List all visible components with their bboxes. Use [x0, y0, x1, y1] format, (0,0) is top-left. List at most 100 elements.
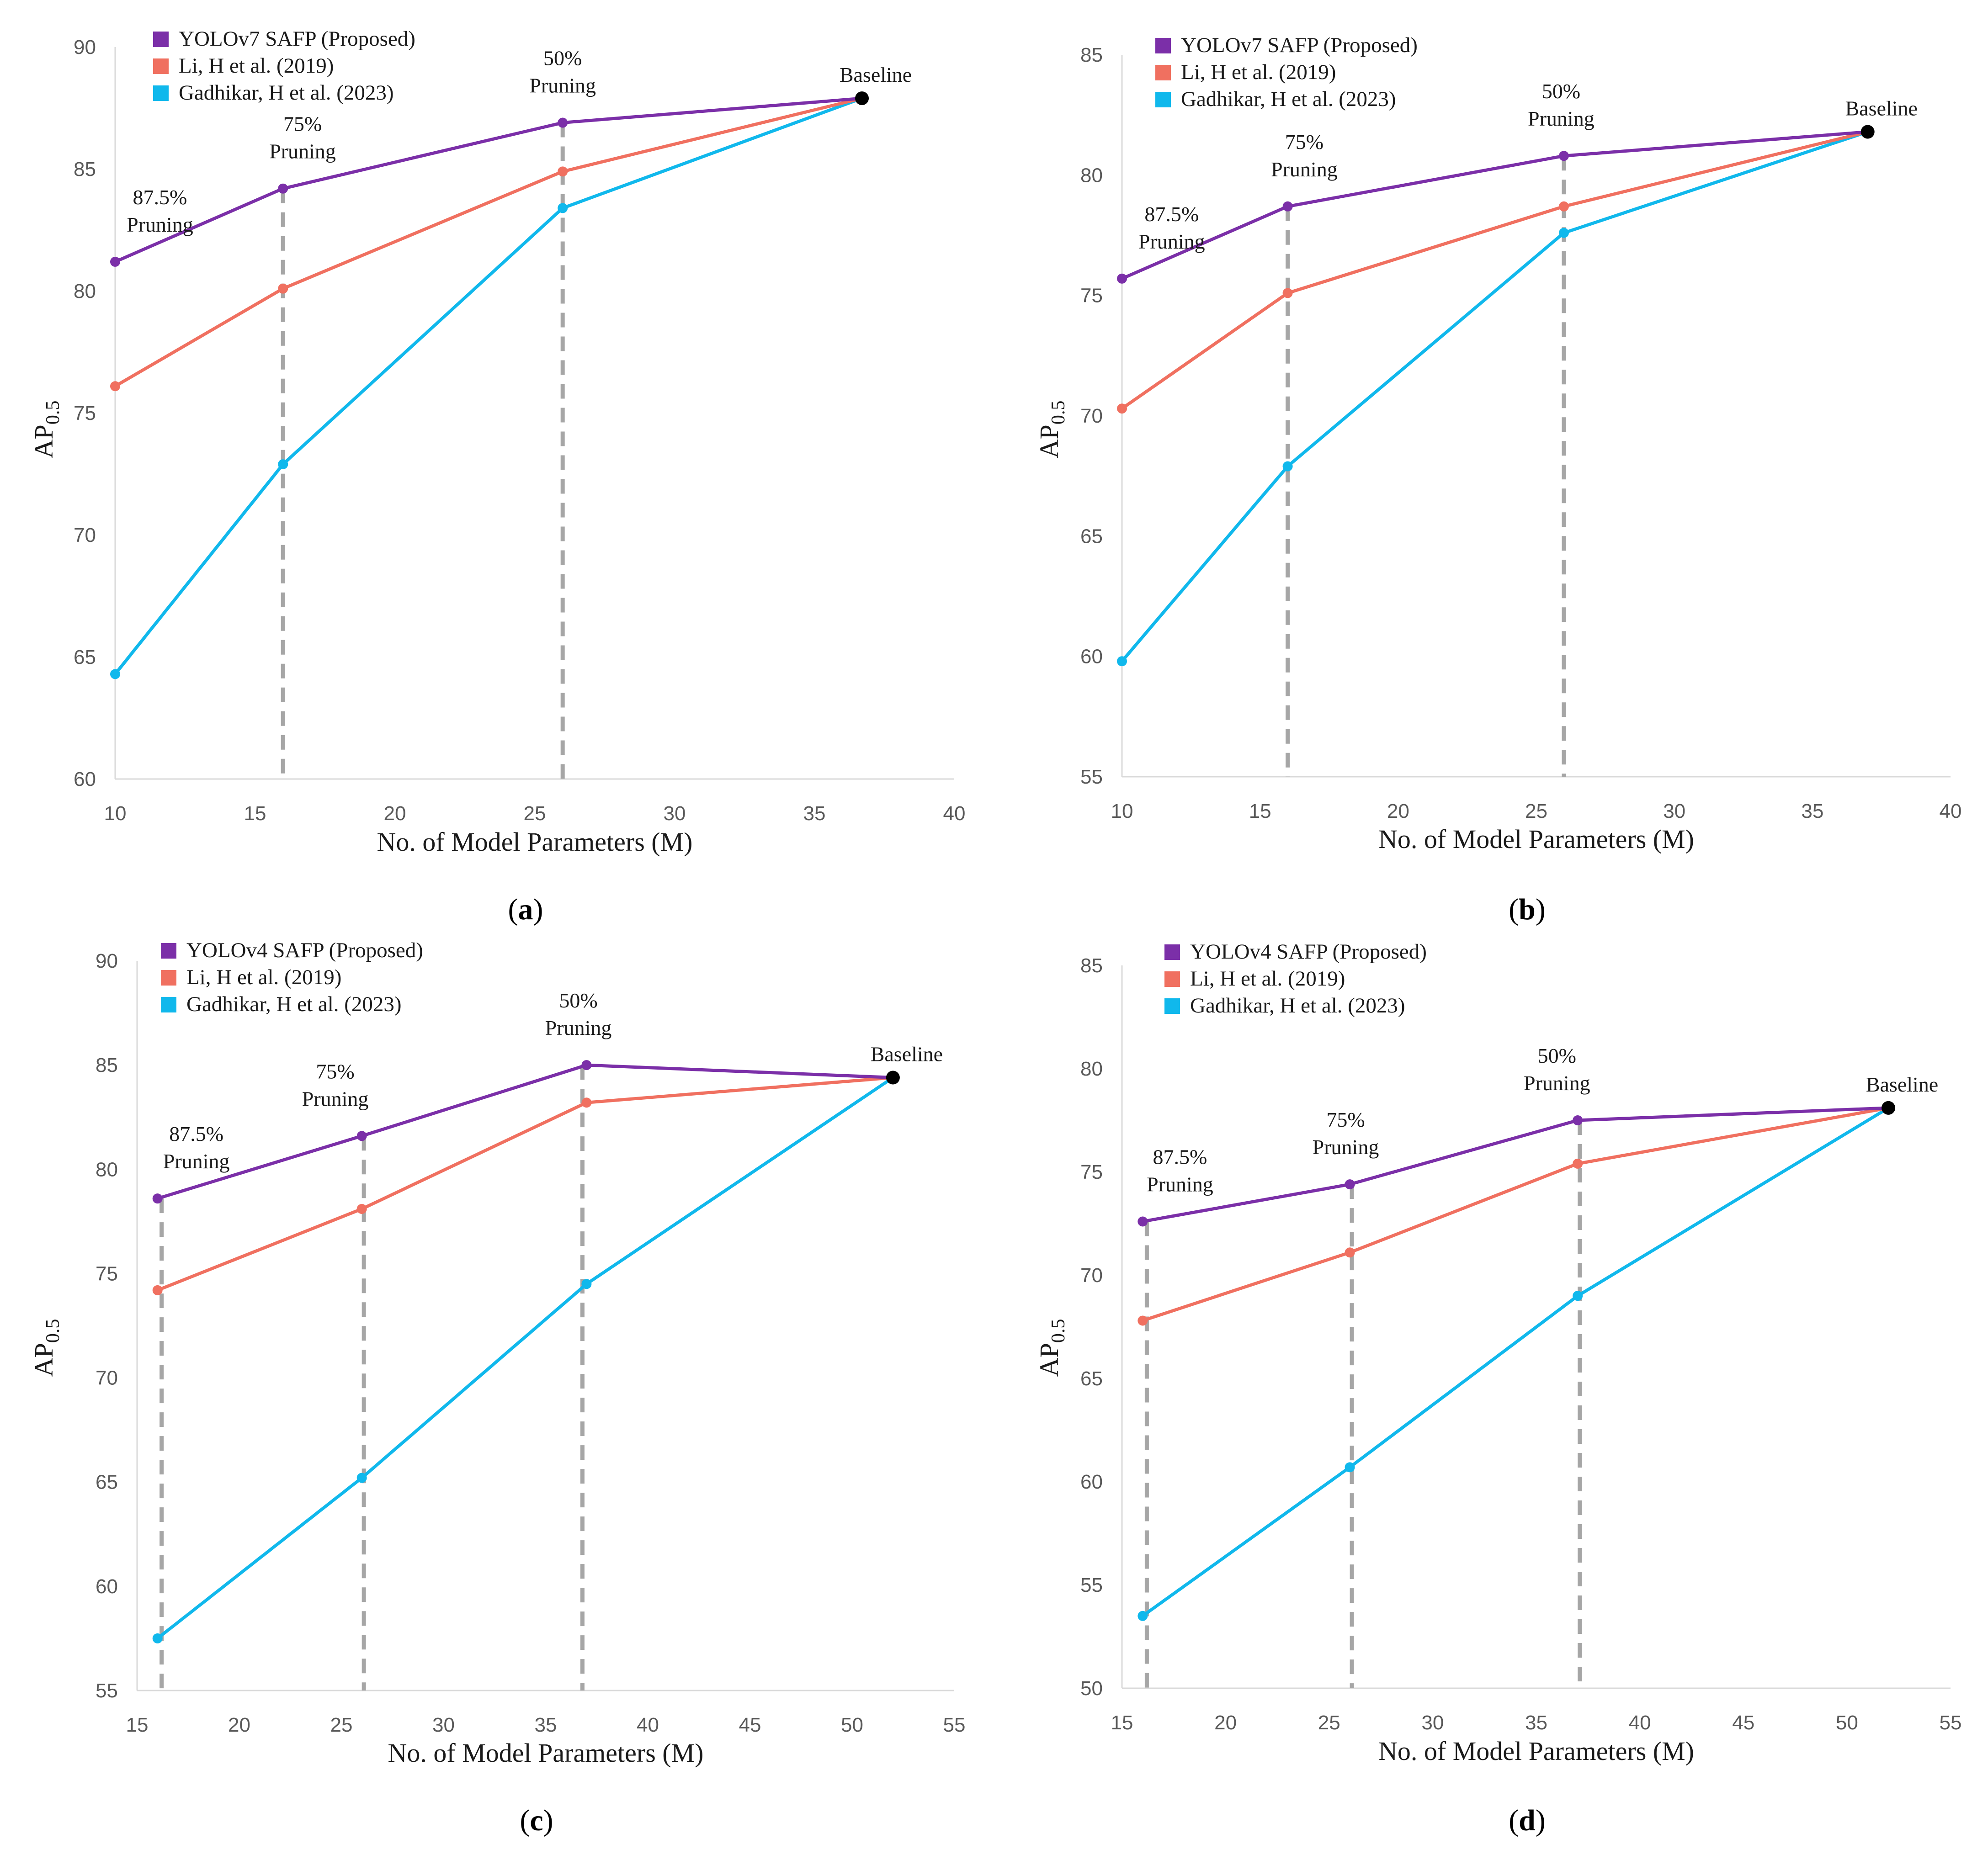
x-tick-label: 35	[535, 1714, 557, 1736]
x-tick-label: 25	[1318, 1712, 1340, 1734]
legend-swatch	[1164, 971, 1180, 987]
x-tick-label: 35	[803, 802, 826, 825]
data-point	[1282, 461, 1293, 472]
x-axis-title: No. of Model Parameters (M)	[377, 827, 693, 857]
data-point	[558, 166, 568, 177]
series-line	[1121, 130, 1868, 662]
x-tick-label: 55	[943, 1714, 966, 1736]
data-point	[1573, 1158, 1583, 1169]
data-point	[152, 1285, 163, 1295]
data-point	[278, 283, 288, 294]
pruning-annotation-label: Pruning	[1147, 1172, 1213, 1196]
pruning-annotation-percent: 50%	[559, 989, 597, 1012]
y-axis-title: AP0.5	[1034, 401, 1069, 459]
pruning-annotation-label: Pruning	[1138, 230, 1205, 253]
y-tick-label: 75	[74, 402, 96, 424]
legend-entry: Gadhikar, H et al. (2023)	[1181, 87, 1396, 111]
baseline-label: Baseline	[840, 63, 912, 86]
legend-entry: Li, H et al. (2019)	[179, 54, 334, 78]
legend-swatch	[1155, 38, 1171, 53]
legend-entry: YOLOv4 SAFP (Proposed)	[186, 938, 423, 962]
pruning-annotation-label: Pruning	[529, 74, 596, 97]
data-point	[581, 1060, 592, 1071]
y-tick-label: 80	[96, 1158, 118, 1181]
x-tick-label: 15	[126, 1714, 149, 1736]
y-tick-label: 65	[96, 1471, 118, 1494]
x-tick-label: 20	[228, 1714, 250, 1736]
legend-swatch	[161, 997, 176, 1012]
data-point	[1138, 1315, 1148, 1326]
x-tick-label: 40	[943, 802, 966, 825]
y-tick-label: 50	[1080, 1677, 1103, 1700]
y-tick-label: 65	[1080, 1367, 1103, 1390]
pruning-annotation-percent: 87.5%	[169, 1122, 223, 1145]
y-axis-title: AP0.5	[1034, 1319, 1069, 1377]
data-point	[356, 1131, 367, 1141]
pruning-annotation-percent: 87.5%	[1144, 202, 1199, 226]
series-line	[1142, 1106, 1889, 1223]
y-axis-title: AP0.5	[29, 401, 64, 459]
series-line	[1121, 130, 1868, 410]
x-tick-label: 40	[1629, 1712, 1651, 1734]
y-tick-label: 80	[1080, 164, 1103, 186]
baseline-label: Baseline	[1866, 1073, 1938, 1096]
pruning-annotation-label: Pruning	[1313, 1135, 1379, 1159]
y-tick-label: 70	[96, 1367, 118, 1389]
baseline-point	[1882, 1101, 1896, 1115]
legend-entry: Li, H et al. (2019)	[1190, 967, 1345, 991]
data-point	[110, 256, 120, 267]
series-line	[1142, 1106, 1889, 1322]
series-line	[114, 96, 863, 675]
x-tick-label: 30	[1421, 1712, 1444, 1734]
pruning-annotation-percent: 87.5%	[133, 186, 187, 209]
data-point	[278, 459, 288, 470]
baseline-point	[1860, 125, 1875, 139]
pruning-annotation-label: Pruning	[302, 1087, 369, 1110]
legend-swatch	[153, 32, 169, 47]
pruning-annotation-percent: 75%	[1285, 130, 1324, 154]
pruning-annotation-label: Pruning	[269, 140, 336, 163]
baseline-label: Baseline	[871, 1043, 943, 1066]
x-tick-label: 55	[1940, 1712, 1962, 1734]
legend-swatch	[161, 970, 176, 986]
x-tick-label: 10	[104, 802, 127, 825]
data-point	[356, 1203, 367, 1214]
y-tick-label: 75	[1080, 1161, 1103, 1183]
y-tick-label: 80	[1080, 1058, 1103, 1080]
data-point	[152, 1193, 163, 1204]
data-point	[1117, 656, 1127, 667]
y-tick-label: 70	[74, 524, 96, 546]
pruning-annotation-percent: 50%	[1542, 80, 1580, 103]
x-tick-label: 30	[1663, 800, 1685, 822]
y-tick-label: 75	[1080, 285, 1103, 307]
x-tick-label: 15	[1249, 800, 1271, 822]
y-tick-label: 80	[74, 280, 96, 302]
legend-swatch	[161, 943, 176, 959]
panel-label: (d)	[1509, 1804, 1546, 1837]
data-point	[1345, 1179, 1355, 1190]
y-tick-label: 70	[1080, 405, 1103, 427]
series-line	[156, 1076, 894, 1640]
y-tick-label: 85	[1080, 954, 1103, 977]
data-point	[1117, 403, 1127, 414]
data-point	[1573, 1115, 1583, 1125]
y-tick-label: 55	[96, 1680, 118, 1702]
legend-swatch	[153, 85, 169, 101]
legend-swatch	[1155, 92, 1171, 107]
panel-label: (b)	[1509, 893, 1546, 926]
data-point	[581, 1279, 592, 1289]
chart-panel-c: 55 60 65 70 75 80 85 90 15 20 25 30 35 40 45 50 55 No. of…	[29, 938, 965, 1837]
y-tick-label: 85	[74, 158, 96, 180]
pruning-annotation-label: Pruning	[1524, 1071, 1590, 1095]
data-point	[1345, 1247, 1355, 1258]
data-point	[1558, 228, 1569, 238]
data-point	[152, 1633, 163, 1643]
y-tick-label: 60	[96, 1575, 118, 1598]
y-tick-label: 85	[1080, 44, 1103, 66]
legend-swatch	[1164, 998, 1180, 1014]
pruning-annotation-percent: 50%	[543, 47, 582, 70]
panel-label: (a)	[508, 893, 543, 926]
baseline-point	[886, 1071, 900, 1085]
pruning-annotation-percent: 50%	[1538, 1044, 1576, 1067]
